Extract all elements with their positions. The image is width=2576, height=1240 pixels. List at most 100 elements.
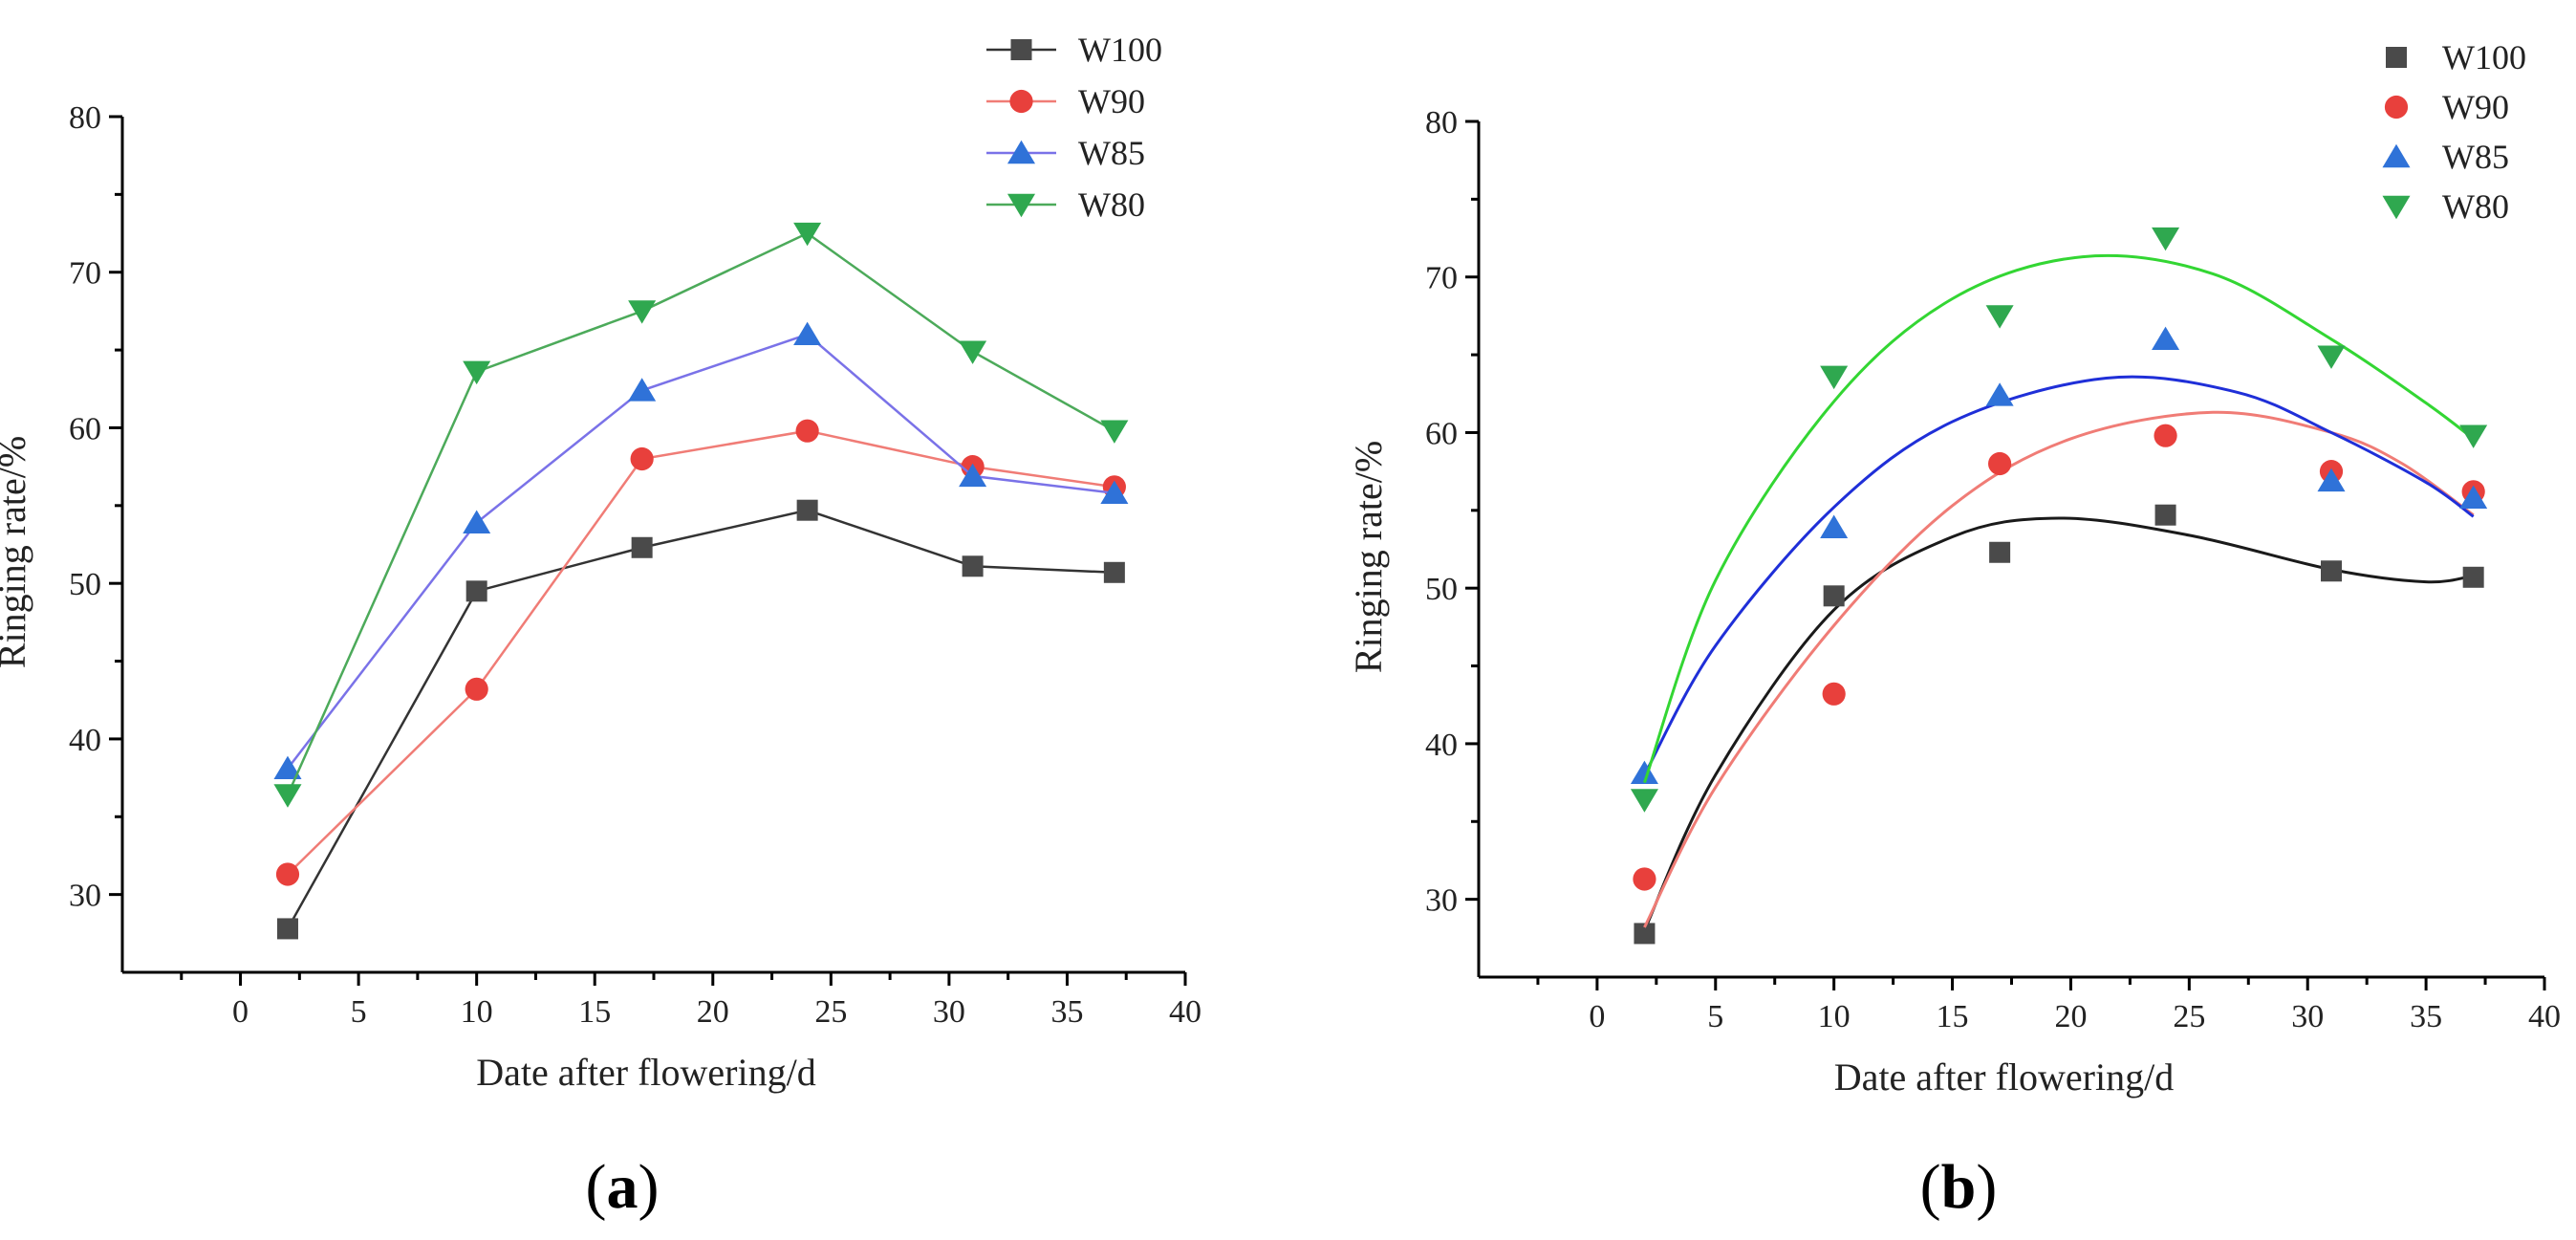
data-point: [793, 222, 822, 247]
chart-panel-a: 0 5 10 15 20 25 30 35 40 30 40 50 60 70 80 Date after f…: [0, 31, 1201, 1222]
fit-curve: [1643, 253, 2475, 784]
data-point: [1633, 867, 1656, 891]
legend-label: W80: [1078, 185, 1145, 224]
series-w80: [1630, 227, 2488, 813]
y-tick-label: 70: [69, 256, 101, 292]
data-point: [1820, 365, 1849, 390]
data-point: [2459, 485, 2488, 510]
data-point: [2317, 468, 2346, 492]
legend-label: W85: [2442, 138, 2509, 176]
y-tick-label: 40: [1425, 728, 1458, 763]
data-point: [1630, 760, 1658, 785]
data-point: [793, 321, 822, 346]
data-point: [273, 755, 302, 780]
data-point: [465, 580, 487, 602]
x-tick-label: 0: [1589, 999, 1605, 1034]
fit-curve: [1643, 410, 2475, 928]
series-line: [287, 429, 1115, 876]
x-tick-label: 20: [697, 994, 729, 1030]
y-tick-label: 80: [1425, 105, 1458, 141]
data-point: [1103, 561, 1125, 583]
legend-marker: [2386, 47, 2407, 68]
series-w85: [1630, 326, 2488, 785]
data-point: [795, 419, 819, 443]
series-w100: [276, 499, 1125, 940]
legend-label: W100: [1078, 31, 1162, 69]
y-tick-label: 50: [1425, 572, 1458, 607]
y-axis-title: Ringing rate/%: [0, 436, 33, 668]
data-point: [276, 918, 298, 940]
series-w90: [1633, 410, 2485, 928]
x-tick-label: 10: [1818, 999, 1851, 1034]
series-w90: [275, 419, 1126, 886]
x-tick-label: 5: [1707, 999, 1723, 1034]
data-point: [463, 510, 491, 533]
x-tick-label: 25: [2173, 999, 2205, 1034]
data-point: [1100, 480, 1129, 505]
data-point: [463, 360, 491, 385]
data-point: [2462, 566, 2484, 588]
legend-marker: [1007, 140, 1036, 164]
data-point: [1634, 923, 1656, 945]
series-w85: [273, 321, 1129, 780]
panel-label: (a): [586, 1152, 660, 1222]
series-line: [286, 509, 1115, 930]
legend-marker: [1010, 39, 1032, 60]
data-point: [959, 463, 987, 488]
y-tick-label: 60: [1425, 416, 1458, 451]
y-tick-label: 70: [1425, 261, 1458, 296]
data-point: [1820, 514, 1849, 538]
legend-label: W100: [2442, 38, 2526, 76]
y-tick-label: 60: [69, 411, 101, 446]
y-tick-label: 30: [1425, 883, 1458, 919]
x-tick-label: 25: [814, 994, 847, 1030]
x-tick-label: 0: [232, 994, 249, 1030]
y-tick-label: 80: [69, 100, 101, 136]
data-point: [1985, 305, 2014, 329]
x-axis-title: Date after flowering/d: [1834, 1055, 2174, 1099]
legend-label: W85: [1078, 134, 1145, 172]
data-point: [2154, 424, 2177, 447]
data-point: [796, 499, 818, 521]
panel-label-open: (: [1920, 1152, 1941, 1222]
x-tick-label: 10: [461, 994, 493, 1030]
series-line: [286, 333, 1115, 770]
data-point: [2152, 227, 2180, 251]
data-point: [631, 536, 653, 558]
fit-curve: [1643, 375, 2475, 776]
x-tick-label: 40: [2528, 999, 2561, 1034]
data-point: [1630, 789, 1658, 813]
data-point: [962, 555, 984, 577]
series-w100: [1634, 504, 2484, 945]
data-point: [628, 378, 657, 402]
data-point: [465, 677, 488, 701]
data-point: [2321, 560, 2342, 582]
data-point: [1823, 585, 1845, 607]
legend-marker: [2384, 95, 2409, 120]
x-tick-label: 35: [2410, 999, 2442, 1034]
legend-marker: [2382, 195, 2411, 220]
chart-panel-b: 0 5 10 15 20 25 30 35 40 30 40 50 60 70 80 Date after f…: [1347, 38, 2561, 1222]
panel-label-letter: a: [607, 1152, 639, 1222]
panel-label: (b): [1920, 1152, 1998, 1222]
legend-marker: [2382, 143, 2411, 168]
data-point: [628, 300, 657, 324]
x-tick-label: 30: [933, 994, 965, 1030]
x-tick-label: 30: [2291, 999, 2324, 1034]
x-tick-label: 15: [578, 994, 611, 1030]
panel-label-open: (: [586, 1152, 607, 1222]
legend-marker: [1007, 193, 1036, 218]
y-tick-label: 30: [69, 879, 101, 914]
data-point: [630, 446, 654, 471]
panel-label-letter: b: [1941, 1152, 1977, 1222]
x-tick-label: 35: [1050, 994, 1083, 1030]
data-point: [2154, 504, 2176, 526]
panel-label-close: ): [1976, 1152, 1997, 1222]
x-tick-label: 40: [1169, 994, 1201, 1030]
fit-curve: [1643, 516, 2474, 931]
x-tick-label: 5: [351, 994, 367, 1030]
x-tick-label: 20: [2054, 999, 2087, 1034]
data-point: [1989, 541, 2011, 563]
data-point: [1100, 420, 1129, 444]
legend-label: W90: [1078, 82, 1145, 120]
